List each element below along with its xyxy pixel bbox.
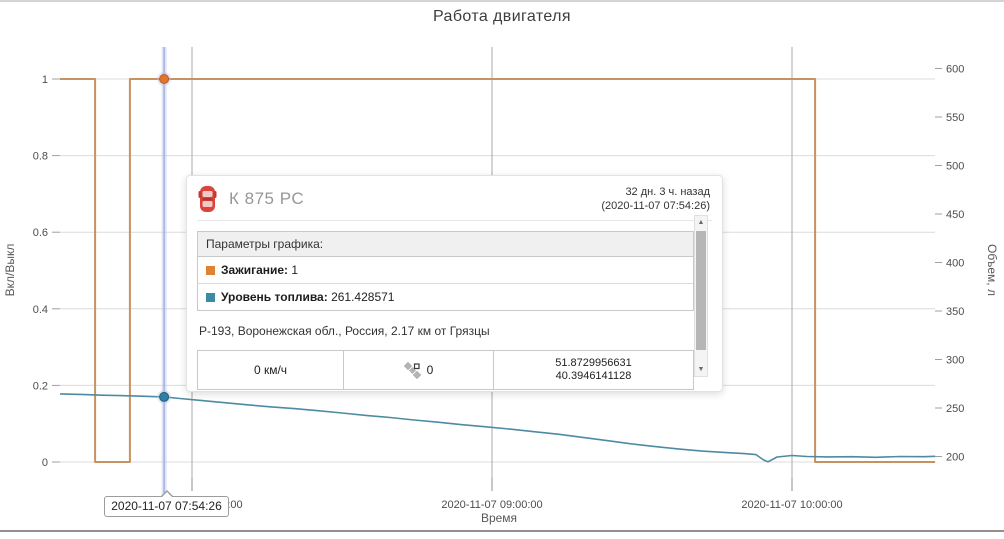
- right-axis-tick-label: 250: [946, 403, 964, 415]
- param-row-fuel-level: Уровень топлива: 261.428571: [198, 284, 693, 310]
- crosshair: [157, 47, 172, 497]
- param-label: Зажигание:: [221, 263, 289, 277]
- coordinates-cell: 51.8729956631 40.3946141128: [494, 351, 693, 389]
- car-icon: [198, 186, 217, 212]
- x-axis-title: Время: [481, 511, 517, 525]
- vehicle-tooltip: К 875 РС 32 дн. 3 ч. назад (2020-11-07 0…: [186, 175, 723, 392]
- left-axis-tick-label: 0: [42, 457, 48, 469]
- right-axis-tick-label: 600: [946, 64, 964, 76]
- longitude-value: 40.3946141128: [555, 370, 632, 382]
- ignition-marker-dot: [159, 74, 170, 84]
- param-row-ignition: Зажигание: 1: [198, 257, 693, 284]
- speed-cell: 0 км/ч: [198, 351, 344, 389]
- fuel-level-series-line: [59, 393, 936, 463]
- top-border: [0, 0, 1004, 2]
- param-value: 1: [291, 263, 299, 277]
- tooltip-header: К 875 РС 32 дн. 3 ч. назад (2020-11-07 0…: [187, 176, 722, 218]
- chart-title: Работа двигателя: [433, 8, 571, 25]
- fuel-legend-swatch: [206, 293, 215, 302]
- address-text: Р-193, Воронежская обл., Россия, 2.17 км…: [199, 324, 490, 338]
- scroll-down-icon[interactable]: ▼: [697, 366, 705, 373]
- left-axis-tick-label: 0.8: [33, 151, 48, 163]
- status-table: 0 км/ч 0 51.8729956631 40.3946141128: [197, 350, 694, 390]
- timestamp: (2020-11-07 07:54:26): [601, 200, 710, 212]
- right-axis-tick-label: 450: [946, 209, 964, 221]
- bottom-border: [0, 530, 1004, 532]
- crosshair-time-label: 2020-11-07 07:54:26: [104, 490, 229, 517]
- right-axis-tick-label: 350: [946, 306, 964, 318]
- left-axis-tick-label: 0.6: [33, 227, 48, 239]
- right-axis-ticks: 200 250 300 350 400 450 500 550 600: [935, 64, 964, 464]
- satellite-icon: [403, 361, 421, 379]
- left-axis-tick-label: 0.4: [33, 304, 48, 316]
- x-axis-tick-label: 2020-11-07 10:00:00: [741, 499, 842, 511]
- satellites-cell: 0: [344, 351, 494, 389]
- chart-params-table: Параметры графика: Зажигание: 1 Уровень …: [197, 231, 694, 311]
- right-axis-tick-label: 200: [946, 452, 964, 464]
- scrollbar-thumb[interactable]: [696, 231, 706, 350]
- vehicle-name: К 875 РС: [229, 189, 305, 208]
- left-axis-title: Вкл/Выкл: [3, 244, 17, 297]
- x-axis-tick-label: 2020-11-07 09:00:00: [441, 499, 542, 511]
- tooltip-time-block: 32 дн. 3 ч. назад (2020-11-07 07:54:26): [601, 185, 710, 213]
- right-axis-tick-label: 550: [946, 112, 964, 124]
- tooltip-divider: [197, 220, 712, 221]
- param-value: 261.428571: [331, 290, 395, 304]
- ignition-legend-swatch: [206, 266, 215, 275]
- right-axis-tick-label: 500: [946, 161, 964, 173]
- latitude-value: 51.8729956631: [555, 357, 632, 369]
- params-header: Параметры графика:: [198, 232, 693, 257]
- time-ago: 32 дн. 3 ч. назад: [625, 186, 710, 198]
- left-axis-tick-label: 1: [42, 74, 48, 86]
- satellites-count: 0: [426, 363, 434, 377]
- scroll-up-icon[interactable]: ▲: [697, 219, 705, 226]
- right-axis-title: Объем, л: [985, 244, 999, 296]
- ignition-series-line: [60, 78, 936, 463]
- right-axis-tick-label: 300: [946, 355, 964, 367]
- right-axis-tick-label: 400: [946, 258, 964, 270]
- left-axis-tick-label: 0.2: [33, 380, 48, 392]
- param-label: Уровень топлива:: [221, 290, 328, 304]
- tooltip-scrollbar[interactable]: ▲ ▼: [694, 215, 708, 377]
- tooltip-body: Параметры графика: Зажигание: 1 Уровень …: [187, 215, 722, 390]
- fuel-marker-dot: [159, 391, 170, 402]
